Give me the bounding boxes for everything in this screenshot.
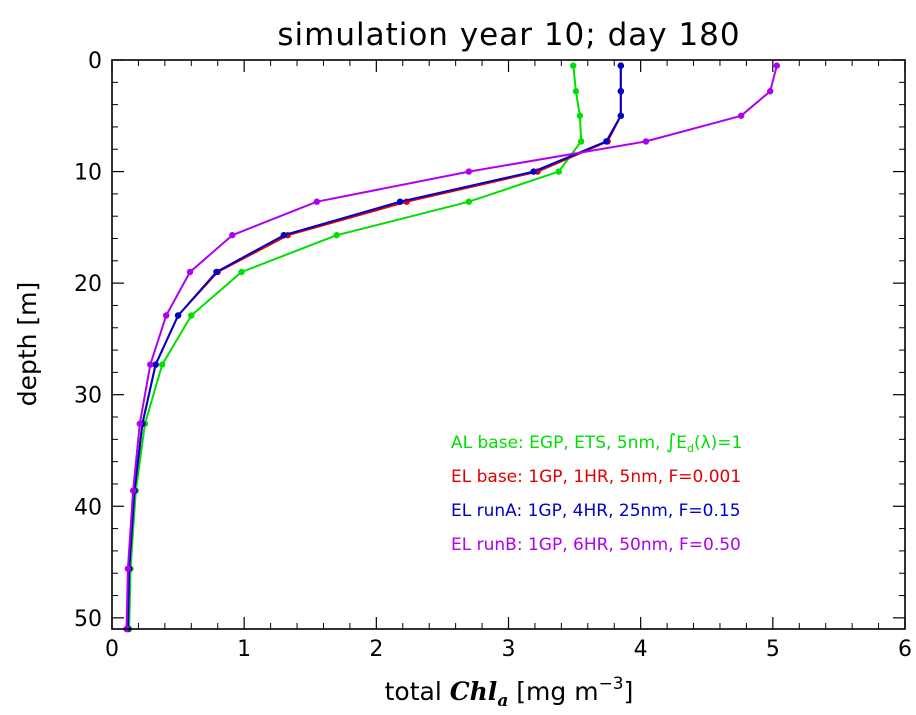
series-point [603,138,610,145]
x-axis-title-units-superscript: −3 [599,674,624,694]
series-point [617,62,625,69]
series-point [188,312,195,319]
series-point [174,312,182,319]
y-tick-label: 40 [74,495,102,520]
legend-entry-el-runb: EL runB: 1GP, 6HR, 50nm, F=0.50 [451,535,741,555]
series-point [773,62,780,69]
series-point [129,487,137,494]
series-point [617,112,625,119]
series-point [555,168,562,175]
chart-title: simulation year 10; day 180 [277,17,740,53]
legend-entry-al-base-e: E [676,433,687,453]
y-tick-label: 10 [74,161,102,186]
x-axis-title-units-close: ] [624,677,634,706]
series-point [186,268,194,276]
series-point [280,231,288,239]
series-line [125,65,778,630]
legend-entry-al-base-tail: (λ)=1 [694,433,742,453]
series-point [576,112,584,119]
y-tick-labels: 0 10 20 30 40 50 [74,49,102,632]
legend-entry-el-runa: EL runA: 1GP, 4HR, 25nm, F=0.15 [451,501,741,521]
axis-ticks [111,59,906,629]
series-point [333,231,340,239]
x-tick-label: 0 [105,637,119,662]
series-point [136,420,143,427]
legend-entry-al-base-subscript: d [687,442,694,455]
x-axis-title-chl: Chl [450,677,498,706]
series-point [572,88,580,95]
x-tick-label: 3 [502,637,516,662]
legend: AL base: EGP, ETS, 5nm, ∫Ed(λ)=1 EL base… [451,429,742,555]
series-point [313,198,321,205]
x-axis-title-units: [mg m [508,677,598,706]
y-tick-label: 0 [88,49,102,74]
series-point [396,198,404,205]
x-tick-label: 4 [634,637,648,662]
series-point [465,198,473,205]
series-point [577,138,585,145]
legend-entry-al-base: AL base: EGP, ETS, 5nm, ∫Ed(λ)=1 [451,429,742,455]
series-point [766,88,774,95]
x-axis-title-chl-subscript: a [497,691,508,711]
series-line [126,65,622,630]
series-point [147,361,154,368]
y-tick-label: 30 [74,384,102,409]
series-point [229,231,236,239]
series-point [159,361,166,368]
series-point [152,361,159,368]
integral-symbol: ∫ [666,429,676,453]
y-tick-label: 20 [74,272,102,297]
x-tick-label: 5 [766,637,780,662]
series-point [737,112,745,119]
series-point [530,168,537,175]
series-point [617,88,625,95]
series-point [124,565,132,572]
series-line [128,65,583,630]
x-tick-labels: 0 1 2 3 4 5 6 [105,637,912,662]
y-axis-title: depth [m] [13,282,42,407]
series-point [465,168,473,175]
series-point [162,312,170,319]
series-point [642,138,650,145]
legend-entry-al-base-label: AL base: EGP, ETS, 5nm, [451,433,666,453]
x-axis-title-prefix: total [385,677,450,706]
x-tick-label: 2 [369,637,383,662]
x-tick-label: 6 [898,637,912,662]
series-point [238,268,245,276]
x-tick-label: 1 [237,637,251,662]
series-point [213,268,220,276]
x-axis-title: total Chla [mg m−3] [385,674,634,711]
series-3 [123,62,780,633]
y-tick-label: 50 [74,607,102,632]
legend-entry-el-base: EL base: 1GP, 1HR, 5nm, F=0.001 [451,467,741,487]
series-point [570,62,577,69]
